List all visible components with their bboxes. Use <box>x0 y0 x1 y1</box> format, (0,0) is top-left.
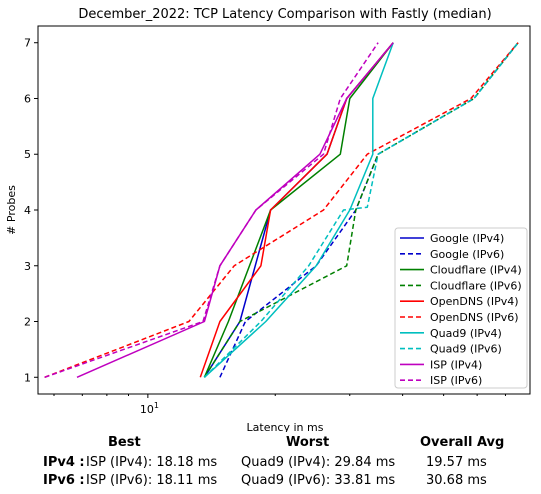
y-axis: 1 2 3 4 5 6 7 <box>24 37 38 384</box>
series-google-ipv4 <box>203 42 394 378</box>
y-tick-label: 3 <box>24 260 31 273</box>
legend-label: Cloudflare (IPv6) <box>430 279 522 292</box>
ipv4-row-label: IPv4 : <box>43 455 85 470</box>
overall-header: Overall Avg <box>420 435 505 450</box>
legend: Google (IPv4) Google (IPv6) Cloudflare (IP… <box>394 227 528 389</box>
series-lines <box>44 42 519 379</box>
series-cloudflare-ipv6 <box>203 42 519 378</box>
ipv6-best: ISP (IPv6): 18.11 ms <box>86 473 218 488</box>
ipv4-best: ISP (IPv4): 18.18 ms <box>86 455 218 470</box>
y-axis-label: # Probes <box>5 185 18 235</box>
legend-label: Quad9 (IPv6) <box>430 343 502 356</box>
y-tick-label: 1 <box>24 371 31 384</box>
legend-label: Quad9 (IPv4) <box>430 327 502 340</box>
legend-label: OpenDNS (IPv4) <box>430 295 519 308</box>
series-isp-ipv6 <box>44 42 379 379</box>
summary-table: Best Worst Overall Avg IPv4 : ISP (IPv4)… <box>0 432 541 494</box>
y-tick-label: 2 <box>24 316 31 329</box>
legend-label: Google (IPv4) <box>430 232 504 245</box>
worst-header: Worst <box>286 435 330 450</box>
x-tick-label: 101 <box>140 401 159 416</box>
best-header: Best <box>108 435 141 450</box>
series-opendns-ipv4 <box>199 42 394 378</box>
series-quad9-ipv4 <box>203 42 394 378</box>
legend-label: Google (IPv6) <box>430 248 504 261</box>
series-opendns-ipv6 <box>44 42 519 378</box>
legend-label: Cloudflare (IPv4) <box>430 264 522 277</box>
series-quad9-ipv6 <box>203 42 519 378</box>
y-tick-label: 4 <box>24 204 31 217</box>
legend-label: ISP (IPv4) <box>430 358 482 371</box>
chart-title: December_2022: TCP Latency Comparison wi… <box>78 7 491 22</box>
y-tick-label: 7 <box>24 37 31 50</box>
x-axis: 101 <box>53 394 506 416</box>
y-tick-label: 5 <box>24 148 31 161</box>
series-cloudflare-ipv4 <box>203 42 394 378</box>
ipv4-worst: Quad9 (IPv4): 29.84 ms <box>241 455 396 470</box>
latency-chart: December_2022: TCP Latency Comparison wi… <box>5 7 531 432</box>
y-tick-label: 6 <box>24 92 31 105</box>
ipv6-overall: 30.68 ms <box>426 473 487 488</box>
ipv6-worst: Quad9 (IPv6): 33.81 ms <box>241 473 396 488</box>
legend-label: ISP (IPv6) <box>430 374 482 387</box>
ipv6-row-label: IPv6 : <box>43 473 85 488</box>
x-axis-label: Latency in ms <box>247 421 324 432</box>
legend-box <box>394 227 528 389</box>
legend-label: OpenDNS (IPv6) <box>430 311 519 324</box>
ipv4-overall: 19.57 ms <box>426 455 487 470</box>
